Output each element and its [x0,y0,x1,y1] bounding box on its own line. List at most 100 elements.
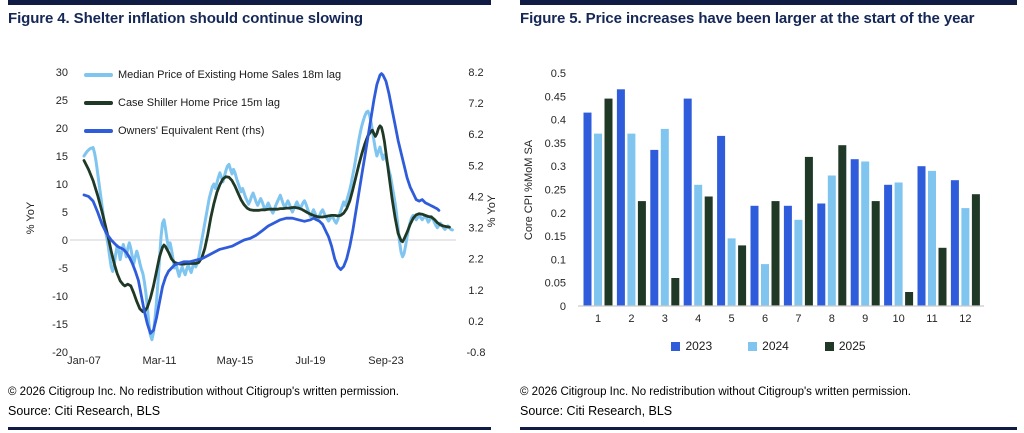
y-axis-tick-label: 0.05 [545,278,566,290]
shelter-inflation-line-chart: 30 25 20 15 10 5 0 -5 -10 -15 -20 8.2 7.2 6.2 5.2 4.2 3.… [25,67,498,367]
figure5-bottom-rule [520,427,1017,430]
bar-2024-month-1 [594,133,602,306]
right-axis-tick-label: 4.2 [468,191,483,203]
y-axis-tick-label: 0.15 [545,231,566,243]
x-axis-category-label: 5 [729,313,735,325]
right-axis-tick-label: 1.2 [468,285,483,297]
bar-2024-month-4 [694,184,703,306]
right-axis-tick-label: 6.2 [468,129,483,141]
x-axis-category-label: 2 [628,313,634,325]
figure5-top-rule [520,0,1017,5]
bar-2023-month-4 [683,98,692,306]
y-axis-tick-label: 0.4 [551,115,566,127]
left-axis-tick-label: -5 [58,263,68,275]
left-axis-tick-label: -15 [52,319,68,331]
right-axis-tick-label: 8.2 [468,67,483,79]
left-axis-title: % YoY [25,201,37,234]
y-axis-tick-label: 0.45 [545,91,566,103]
x-axis-category-label: 12 [959,313,971,325]
x-axis-category-label: 10 [892,313,904,325]
left-axis-tick-label: 10 [56,179,68,191]
left-axis-tick-label: 15 [56,151,68,163]
oer-line-swatch [84,129,113,133]
x-axis-category-label: 9 [862,313,868,325]
left-axis-tick-label: 0 [62,235,68,247]
bar-2024-month-11 [928,170,936,306]
bar-2025-month-1 [604,98,613,306]
figure4-copyright: © 2026 Citigroup Inc. No redistribution … [8,386,399,398]
y-axis-tick-label: 0.3 [551,161,566,173]
figure4-bottom-rule [8,427,491,430]
bar-2025-month-12 [971,194,980,306]
bar-2024-month-12 [961,208,970,306]
bar-2023-month-6 [750,205,759,306]
bar-2024-month-6 [761,264,769,306]
bar-2025-month-10 [905,292,914,306]
figure5-legend: 2023 2024 2025 [520,339,1017,353]
legend-item-2024: 2024 [748,339,789,353]
bar-2024-month-5 [727,238,736,306]
line-series-1 [82,124,451,314]
x-axis-tick-label: Sep-23 [368,355,403,367]
bar-2024-month-10 [894,182,903,306]
bar-2023-month-3 [650,149,659,306]
y-axis-tick-label: 0.1 [551,254,566,266]
bar-2024-month-2 [627,133,636,306]
right-axis-tick-label: 2.2 [468,254,483,266]
figure5-panel: Figure 5. Price increases have been larg… [520,0,1017,433]
x-axis-category-label: 1 [595,313,601,325]
median-line-swatch [84,73,113,77]
left-axis-tick-label: 30 [56,67,68,79]
right-axis-tick-label: 7.2 [468,98,483,110]
bar-2025-month-2 [637,201,646,306]
legend-item-2025: 2025 [824,339,866,353]
legend-item-case-shiller: Case Shiller Home Price 15m lag [84,89,341,117]
right-axis-tick-label: 3.2 [468,223,483,235]
swatch-2025 [824,341,834,351]
left-axis-tick-label: -20 [52,347,68,359]
legend-item-median: Median Price of Existing Home Sales 18m … [84,61,341,89]
bar-2025-month-7 [804,156,813,306]
x-axis-tick-label: Jan-07 [67,355,101,367]
legend-item-2023: 2023 [671,339,712,353]
bar-2024-month-9 [861,161,870,306]
bar-2024-month-7 [794,219,803,306]
x-axis-tick-label: Jul-19 [296,355,326,367]
left-axis-tick-label: 20 [56,123,68,135]
y-axis-tick-label: 0.25 [545,185,566,197]
bar-2025-month-9 [871,201,880,306]
core-cpi-bar-chart: 0.5 0.45 0.4 0.35 0.3 0.25 0.2 0.15 0.1 0.05 0 Core… [523,68,984,325]
figure4-panel: Figure 4. Shelter inflation should conti… [8,0,500,433]
bar-2025-month-5 [738,245,747,306]
bar-2023-month-5 [717,135,726,306]
legend-label-oer: Owners' Equivalent Rent (rhs) [118,125,265,137]
swatch-2023 [671,341,681,351]
legend-label-median: Median Price of Existing Home Sales 18m … [118,69,342,81]
figure5-copyright: © 2026 Citigroup Inc. No redistribution … [520,386,911,398]
legend-label-2025: 2025 [838,339,866,353]
bar-2025-month-6 [771,201,780,306]
figure5-source: Source: Citi Research, BLS [520,404,673,418]
line-series-2 [82,72,441,335]
left-axis-tick-label: -10 [52,291,68,303]
bar-2023-month-9 [850,159,859,306]
x-axis-category-label: 11 [926,313,937,325]
bar-2023-month-8 [817,203,826,306]
y-axis-tick-label: 0 [560,301,566,313]
legend-label-2024: 2024 [762,339,789,353]
left-axis-tick-label: 5 [62,207,68,219]
right-axis-tick-label: 5.2 [468,160,483,172]
bar-2024-month-8 [827,175,836,306]
right-axis-title: % YoY [486,194,498,227]
right-axis-tick-label: 0.2 [468,316,483,328]
bar-2023-month-11 [917,166,926,306]
bar-2025-month-8 [838,145,847,306]
legend-item-oer: Owners' Equivalent Rent (rhs) [84,117,341,145]
bar-2025-month-4 [704,196,713,306]
x-axis-category-label: 8 [829,313,835,325]
bar-2024-month-3 [660,128,669,306]
figure4-source: Source: Citi Research, BLS [8,404,161,418]
x-axis-category-label: 3 [662,313,668,325]
right-axis-tick-label: -0.8 [467,347,486,359]
figure4-top-rule [8,0,491,5]
